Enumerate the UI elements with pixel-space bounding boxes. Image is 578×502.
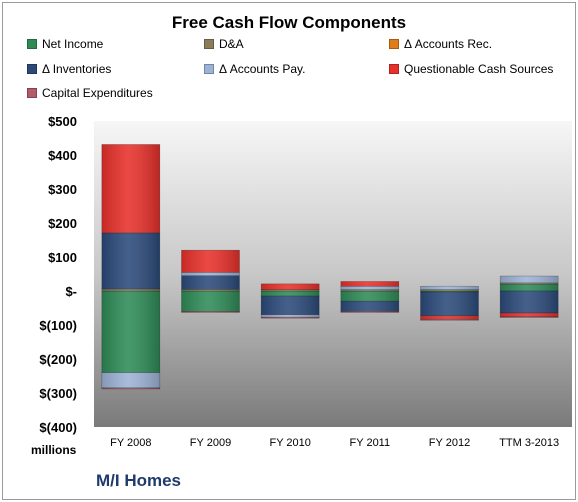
legend-item: Δ Accounts Pay. [204,62,306,76]
bar-segment-shade [101,372,160,388]
legend-swatch [389,39,399,49]
legend-label: Δ Accounts Rec. [404,37,493,51]
legend-swatch [27,88,37,98]
company-name: M/I Homes [96,471,182,490]
x-axis-labels: FY 2008 FY 2009 FY 2010 FY 2011 FY 2012 TTM 3… [110,437,559,449]
bar-segment-shade [261,289,320,291]
legend-swatch [27,39,37,49]
legend-item: D&A [204,37,244,51]
bar-segment-shade [420,292,479,316]
bar-segment-shade [500,316,559,318]
x-tick-label: TTM 3-2013 [499,437,559,449]
bar-segment-shade [101,232,160,289]
x-tick-label: FY 2011 [350,437,391,449]
bar-segment-shade [101,387,160,389]
bar-segment-shade [101,144,160,233]
y-tick-label: $200 [48,216,77,231]
bar-segment-shade [261,296,320,315]
bar-segment-shade [181,272,240,276]
legend-label: Δ Inventories [42,62,112,76]
bar-segment-shade [420,319,479,321]
legend-item: Δ Accounts Rec. [389,37,492,51]
legend-swatch [27,64,37,74]
bar-segment-shade [261,283,320,290]
bar-segment-shade [340,291,399,302]
bars [101,144,559,390]
y-tick-label: $400 [48,148,77,163]
bar-segment-shade [181,250,240,273]
legend-label: D&A [219,37,244,51]
legend-item: Δ Inventories [27,62,111,76]
y-axis-ticks: $500 $400 $300 $200 $100 $- $(100) $(200) $(300)… [39,114,77,435]
bar-segment-shade [420,291,479,293]
y-tick-label: $500 [48,114,77,129]
x-tick-label: FY 2010 [269,437,310,449]
plot-area [94,121,572,427]
bar-segment-shade [181,291,240,312]
x-tick-label: FY 2009 [190,437,231,449]
legend-swatch [389,64,399,74]
y-axis-unit-label: millions [31,443,77,457]
bar-segment-shade [340,286,399,290]
bar-segment-shade [340,311,399,313]
legend-label: Net Income [42,37,104,51]
bar-segment-shade [101,291,160,373]
bar-segment-shade [181,289,240,291]
chart-title: Free Cash Flow Components [171,13,407,32]
x-tick-label: FY 2008 [110,437,151,449]
bar-segment-shade [101,288,160,291]
bar-segment-shade [420,286,479,290]
bar-segment-shade [181,275,240,290]
bar-segment-shade [500,276,559,283]
bar-segment-shade [340,281,399,287]
bar-segment-shade [420,315,479,320]
legend-item: Questionable Cash Sources [389,62,553,76]
legend-item: Net Income [27,37,103,51]
bar-segment-shade [181,311,240,313]
bar-segment-shade [261,291,320,297]
legend-item: Capital Expenditures [27,86,153,100]
bar-segment-shade [500,291,559,314]
y-tick-label: $(200) [39,352,77,367]
bar-segment-shade [500,313,559,317]
bar-segment-shade [261,317,320,319]
y-tick-label: $(100) [39,318,77,333]
y-tick-label: $(300) [39,386,77,401]
x-tick-label: FY 2012 [429,437,470,449]
y-tick-label: $(400) [39,420,77,435]
legend-label: Δ Accounts Pay. [219,62,306,76]
y-tick-label: $300 [48,182,77,197]
bar-segment-shade [500,282,559,285]
bar-segment-shade [500,284,559,291]
bar-segment-shade [340,289,399,291]
y-tick-label: $100 [48,250,77,265]
bar-segment-shade [340,301,399,312]
y-tick-label: $- [65,284,77,299]
bar-segment-shade [420,289,479,291]
legend-label: Capital Expenditures [42,86,153,100]
legend-label: Questionable Cash Sources [404,62,554,76]
legend-swatch [204,39,214,49]
bar-segment-shade [261,314,320,318]
legend-swatch [204,64,214,74]
